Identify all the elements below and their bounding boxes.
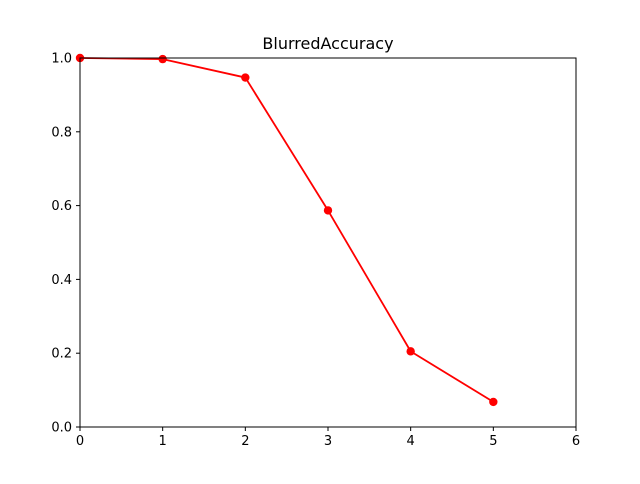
y-tick-label: 0.0 [51,421,72,436]
data-point [323,206,333,215]
y-tick-label: 0.8 [51,125,72,140]
y-tick-label: 0.6 [51,199,72,214]
x-tick-label: 0 [76,434,84,449]
x-tick-label: 6 [572,434,580,449]
x-tick-label: 2 [241,434,249,449]
data-point [241,73,250,82]
data-point [406,347,415,356]
x-tick-label: 4 [407,434,415,449]
series-line [79,57,494,403]
y-tick-label: 0.2 [51,347,72,362]
x-tick-label: 1 [159,434,167,449]
chart-title: BlurredAccuracy [262,34,393,53]
y-tick-label: 0.4 [51,273,72,288]
data-point [158,54,167,64]
x-tick-label: 5 [489,434,497,449]
data-point [489,397,498,407]
plot-area-frame [79,57,577,428]
x-tick-label: 3 [324,434,332,449]
y-tick-label: 1.0 [51,52,72,67]
series-layer [75,53,498,407]
